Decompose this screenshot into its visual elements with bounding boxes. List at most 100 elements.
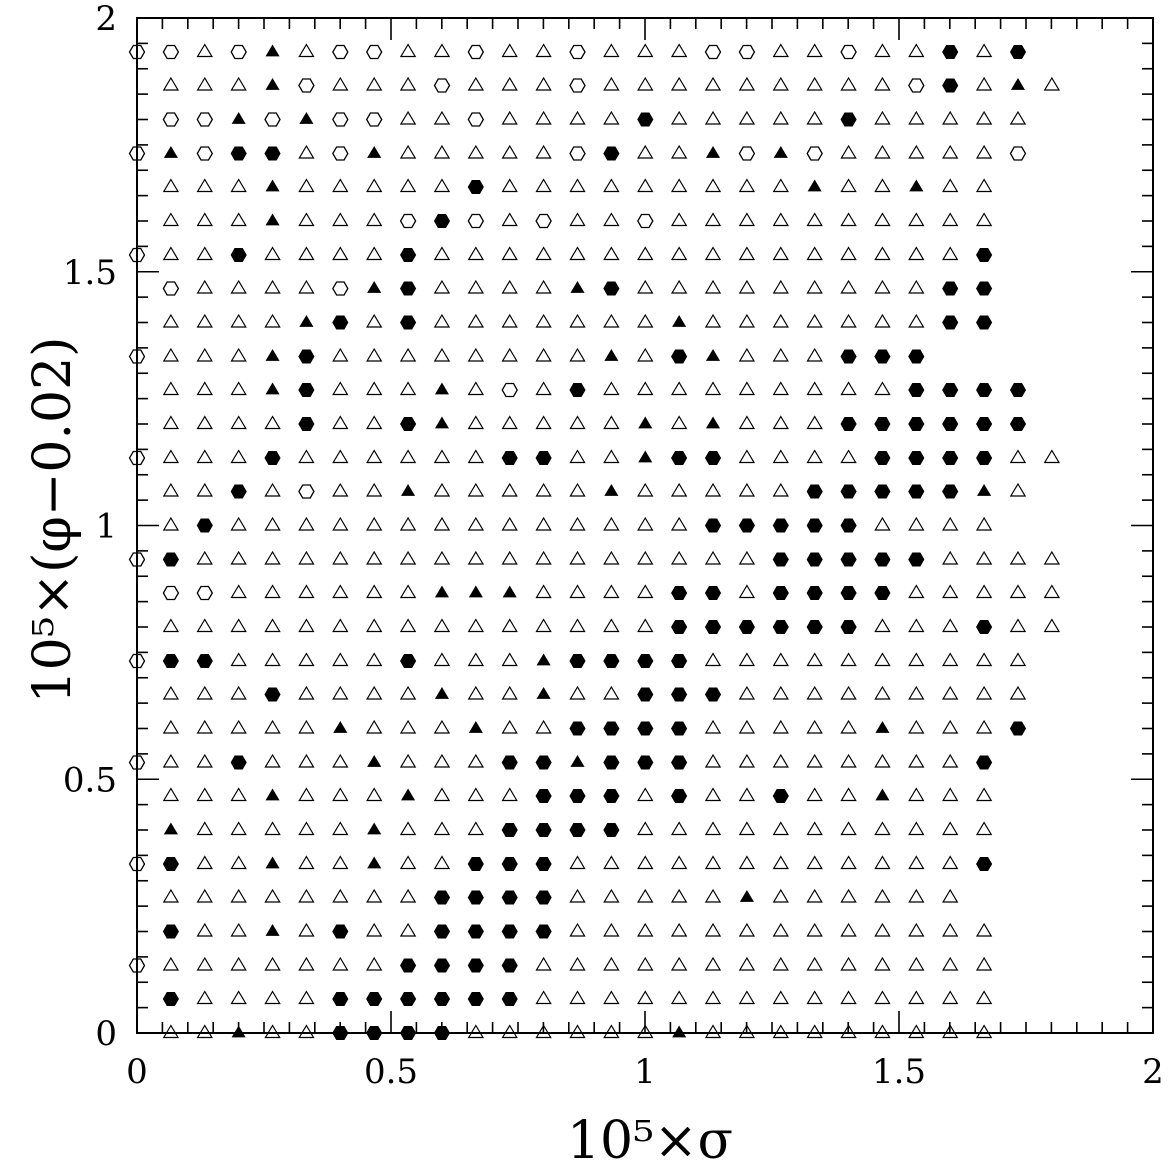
open-triangle-point [501,685,518,700]
open-triangle-point [840,787,857,802]
open-triangle-point [230,584,247,599]
open-triangle-point [535,347,552,362]
open-triangle-point [637,821,654,836]
open-triangle-point [738,821,756,836]
open-triangle-point [738,787,756,802]
filled-hexagon-point [162,552,179,567]
open-triangle-point [501,618,518,633]
open-triangle-point [975,652,993,667]
open-triangle-point [874,990,891,1005]
open-triangle-point [637,550,654,565]
filled-hexagon-point [433,214,451,228]
y-axis-label: 10⁵×(φ−0.02) [23,337,83,704]
open-triangle-point [908,110,925,125]
open-triangle-point [433,719,451,734]
open-triangle-point [908,956,925,971]
open-triangle-point [603,110,620,125]
open-triangle-point [399,516,417,531]
filled-hexagon-point [671,721,688,736]
open-triangle-point [196,685,213,700]
open-triangle-point [433,855,451,870]
filled-hexagon-point [772,518,789,533]
open-triangle-point [738,719,756,734]
open-triangle-point [433,279,451,294]
open-triangle-point [501,482,518,497]
open-triangle-point [196,956,213,971]
filled-hexagon-point [1009,417,1027,431]
open-hexagon-point [196,112,214,127]
open-hexagon-point [467,112,485,127]
filled-hexagon-point [332,315,349,330]
open-triangle-point [874,381,891,396]
open-triangle-point [637,855,654,870]
open-triangle-point [298,279,315,294]
open-triangle-point [264,753,281,768]
filled-triangle-point [265,788,280,801]
open-triangle-point [196,246,213,261]
y-tick-label: 1.5 [63,253,117,293]
open-triangle-point [806,279,823,294]
open-triangle-point [738,482,756,497]
open-triangle-point [433,43,451,58]
open-triangle-point [535,550,552,565]
open-triangle-point [840,888,857,903]
open-triangle-point [162,787,180,802]
open-triangle-point [975,685,993,700]
open-triangle-point [942,956,959,971]
filled-triangle-point [434,382,449,395]
open-triangle-point [535,76,552,91]
open-triangle-point [569,550,586,565]
open-triangle-point [772,753,789,768]
filled-hexagon-point [840,586,857,600]
open-triangle-point [738,550,756,565]
open-triangle-point [332,584,349,599]
open-triangle-point [298,550,315,565]
open-triangle-point [366,415,383,430]
open-triangle-point [908,1024,925,1039]
open-triangle-point [738,584,756,599]
open-triangle-point [298,990,315,1005]
filled-hexagon-point [264,451,281,465]
filled-triangle-point [367,856,382,869]
open-triangle-point [569,922,586,937]
open-triangle-point [501,550,518,565]
open-triangle-point [501,212,518,227]
filled-hexagon-point [942,383,959,397]
open-triangle-point [908,246,925,261]
filled-hexagon-point [976,383,993,397]
open-triangle-point [569,347,586,362]
open-triangle-point [366,516,383,531]
open-triangle-point [1009,550,1027,565]
filled-hexagon-point [1009,45,1027,59]
open-triangle-point [942,178,959,193]
y-tick-label: 1 [95,507,117,547]
open-hexagon-point [704,44,722,60]
filled-triangle-point [468,721,483,733]
open-triangle-point [501,110,518,125]
open-triangle-point [230,821,247,836]
open-triangle-point [298,178,315,193]
filled-hexagon-point [976,451,993,465]
filled-hexagon-point [501,958,518,973]
open-triangle-point [332,888,349,903]
filled-hexagon-point [671,789,688,803]
open-triangle-point [874,144,891,159]
open-triangle-point [501,516,518,531]
open-triangle-point [467,482,485,497]
filled-triangle-point [367,822,382,835]
open-triangle-point [942,110,959,125]
open-triangle-point [772,1024,789,1039]
open-triangle-point [399,719,417,734]
open-triangle-point [772,449,789,464]
filled-hexagon-point [738,518,755,533]
open-triangle-point [874,652,891,667]
open-triangle-point [637,787,654,802]
filled-hexagon-point [772,586,789,600]
filled-triangle-point [807,179,822,192]
filled-hexagon-point [976,315,993,330]
open-triangle-point [162,888,180,903]
open-triangle-point [975,550,993,565]
open-triangle-point [806,652,823,667]
open-triangle-point [298,719,315,734]
filled-hexagon-point [976,417,993,431]
